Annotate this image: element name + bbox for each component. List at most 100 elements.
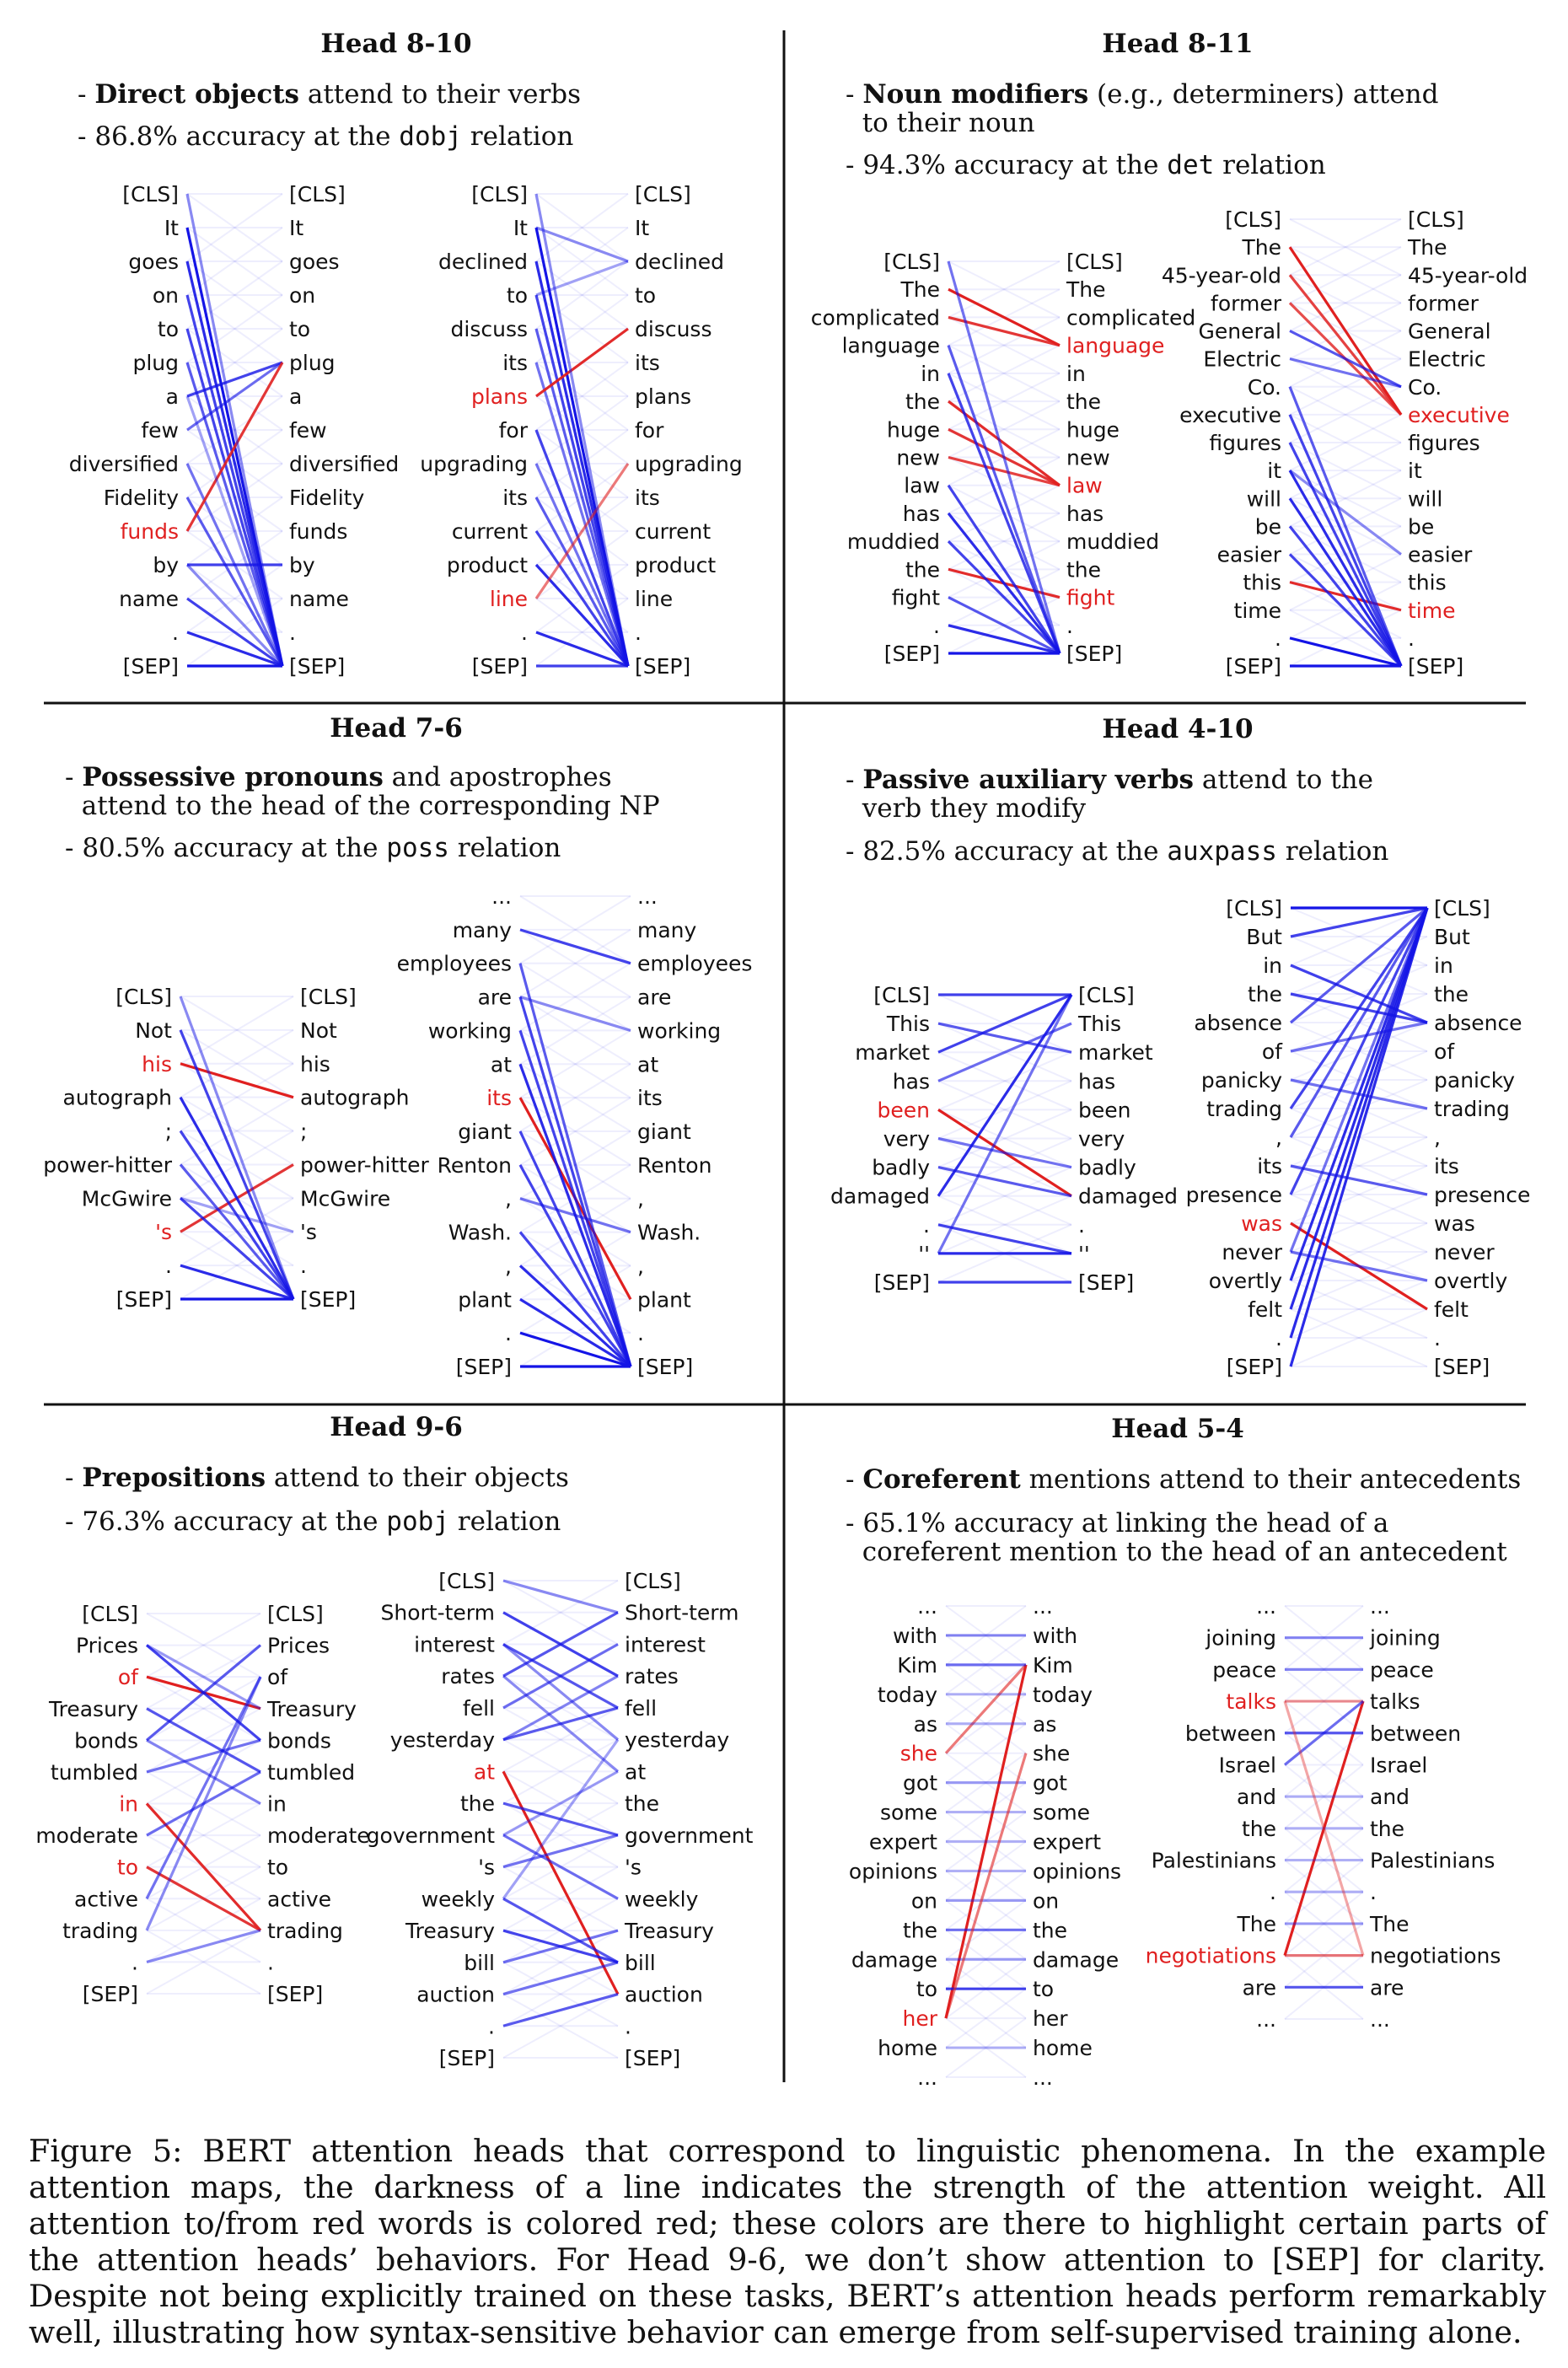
attention-line-faint — [948, 513, 1061, 571]
panel-h54: Head 5-4 - Coreferent mentions attend to … — [846, 1414, 1521, 2090]
token-left: Kim — [897, 1653, 937, 1678]
attention-line — [185, 395, 284, 667]
token-left: , — [505, 1187, 512, 1211]
token-left: giant — [458, 1120, 512, 1144]
attention-line-faint — [948, 344, 1061, 402]
attention-line-faint — [937, 1109, 1072, 1168]
token-right: [CLS] — [300, 985, 357, 1009]
token-left: her — [902, 2006, 937, 2031]
attention-line — [180, 1062, 294, 1099]
panel-bullet: - Passive auxiliary verbs attend to the — [846, 765, 1373, 795]
token-right: felt — [1434, 1297, 1469, 1322]
token-right: [CLS] — [635, 182, 691, 207]
attention-line-faint — [146, 1676, 261, 1742]
token-right: to — [1033, 1977, 1054, 2001]
attention-line-faint — [948, 260, 1061, 319]
attention-map: [CLS] [CLS] It It goes goes on on to to plug plug a a… — [69, 182, 400, 679]
attention-line-faint — [519, 1063, 631, 1132]
token-right: of — [267, 1665, 288, 1689]
attention-line — [502, 1992, 619, 2027]
attention-line — [948, 624, 1061, 655]
attention-line — [937, 1166, 1072, 1198]
attention-line — [1288, 414, 1403, 667]
token-right: some — [1033, 1801, 1090, 1825]
token-right: [SEP] — [300, 1287, 356, 1312]
token-right: has — [1066, 502, 1104, 526]
token-left: panicky — [1201, 1068, 1282, 1093]
attention-line-faint — [535, 193, 629, 262]
token-left: [SEP] — [1227, 1355, 1282, 1379]
token-right: opinions — [1033, 1859, 1121, 1883]
token-right: joining — [1369, 1626, 1441, 1651]
token-left: It — [164, 216, 179, 240]
token-right: rates — [625, 1664, 679, 1689]
token-left: felt — [1248, 1297, 1282, 1322]
panel-title: Head 9-6 — [330, 1412, 463, 1442]
token-right: new — [1066, 446, 1110, 470]
token-left: will — [1247, 486, 1281, 511]
attention-line — [534, 429, 630, 667]
token-left: . — [172, 620, 179, 645]
token-right: bill — [625, 1951, 656, 1975]
attention-line — [534, 463, 630, 599]
token-left: very — [883, 1127, 930, 1152]
token-left: Prices — [76, 1634, 138, 1658]
attention-line-faint — [945, 1988, 1027, 2049]
attention-line-faint — [502, 1580, 619, 1646]
attention-line — [1289, 357, 1402, 389]
token-right: the — [625, 1791, 659, 1816]
attention-line — [1290, 1164, 1428, 1196]
attention-line-faint — [502, 1993, 619, 2059]
attention-line-faint — [502, 1802, 619, 1868]
panel-bullet: - Direct objects attend to their verbs — [78, 79, 581, 110]
token-right: a — [289, 384, 302, 409]
token-left: . — [165, 1254, 172, 1278]
token-right: declined — [635, 250, 724, 274]
token-right: expert — [1033, 1830, 1101, 1855]
panel-bullet: - 80.5% accuracy at the poss relation — [65, 833, 561, 863]
token-right: But — [1434, 925, 1470, 949]
attention-line-faint — [937, 1195, 1072, 1254]
attention-line — [1288, 553, 1403, 668]
attention-line — [185, 328, 284, 667]
attention-map: ... ... joining joining peace peace talks talks… — [1146, 1594, 1501, 2032]
token-left: [SEP] — [874, 1270, 930, 1295]
attention-line-faint — [535, 362, 629, 431]
attention-line — [948, 596, 1061, 655]
token-right: figures — [1408, 431, 1480, 455]
token-right: employees — [637, 952, 752, 976]
token-right: ... — [1033, 1594, 1053, 1619]
token-right: to — [267, 1855, 288, 1880]
token-left: power-hitter — [43, 1152, 172, 1177]
token-left: 45-year-old — [1162, 263, 1281, 287]
attention-line-faint — [146, 1929, 261, 1995]
attention-line-faint — [535, 260, 629, 330]
token-right: goes — [289, 250, 340, 274]
token-right: at — [637, 1052, 658, 1077]
token-left: between — [1185, 1721, 1276, 1746]
attention-line-faint — [146, 1644, 261, 1710]
attention-line-faint — [186, 227, 283, 296]
attention-line-faint — [519, 1063, 631, 1132]
panel-bullet: - 76.3% accuracy at the pobj relation — [65, 1506, 561, 1537]
attention-line — [937, 1022, 1072, 1054]
attention-line-faint — [502, 1707, 619, 1773]
attention-line — [186, 597, 283, 668]
token-left: in — [119, 1792, 138, 1817]
attention-line-faint — [1289, 385, 1402, 443]
token-right: auction — [625, 1983, 703, 2007]
token-right: Co. — [1408, 375, 1442, 400]
attention-line — [948, 455, 1061, 487]
token-right: few — [289, 418, 327, 443]
token-left: interest — [414, 1632, 495, 1657]
attention-line-faint — [945, 1664, 1027, 1725]
attention-line-faint — [945, 1722, 1027, 1784]
token-right: [SEP] — [1434, 1355, 1490, 1379]
token-left: [SEP] — [1226, 654, 1281, 679]
attention-line — [1289, 906, 1429, 1024]
attention-line-faint — [502, 1770, 619, 1836]
attention-line-faint — [146, 1613, 261, 1678]
token-right: of — [1434, 1039, 1455, 1064]
figure-caption: Figure 5: BERT attention heads that corr… — [29, 2133, 1546, 2350]
token-left: fell — [463, 1696, 495, 1721]
